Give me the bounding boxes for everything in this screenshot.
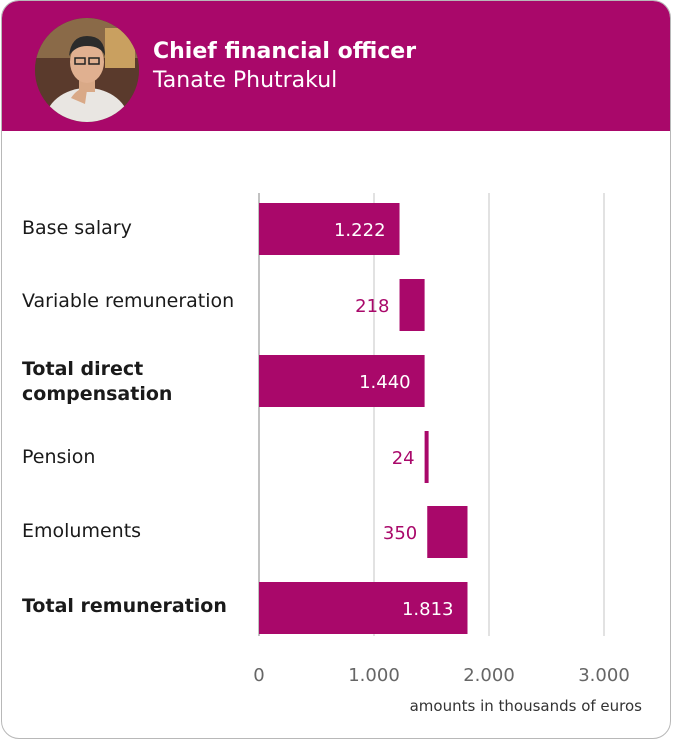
data-label-emoluments: 350: [383, 523, 417, 544]
data-label-total-remuneration: 1.813: [402, 599, 454, 620]
x-tick-label-2: 2.000: [463, 665, 515, 686]
data-label-pension: 24: [392, 448, 415, 469]
bar-variable-remuneration: [399, 279, 425, 331]
chart-x-axis: 0 1.000 2.000 3.000: [253, 665, 629, 686]
category-label-emoluments: Emoluments: [22, 520, 142, 542]
x-tick-label-1: 1.000: [348, 665, 400, 686]
data-label-variable-remuneration: 218: [355, 296, 389, 317]
bar-emoluments: [427, 506, 468, 558]
category-label-total-direct-compensation: Total direct compensation: [22, 358, 173, 405]
chart-gridlines: [258, 193, 605, 636]
bar-pension: [424, 431, 429, 483]
person-name: Tanate Phutrakul: [153, 68, 338, 93]
category-label-pension: Pension: [22, 446, 96, 468]
data-label-total-direct-compensation: 1.440: [359, 372, 411, 393]
chart-bars: 1.222 218 1.440 24 350 1.813: [259, 203, 468, 634]
header-banner: Chief financial officer Tanate Phutrakul: [2, 1, 670, 131]
category-label-total-remuneration: Total remuneration: [22, 595, 227, 617]
bar-total-direct-compensation: [259, 355, 425, 407]
data-label-base-salary: 1.222: [334, 220, 386, 241]
role-title: Chief financial officer: [153, 39, 417, 64]
x-tick-label-0: 0: [253, 665, 264, 686]
bar-total-remuneration: [259, 582, 468, 634]
category-label-variable-remuneration: Variable remuneration: [22, 290, 235, 312]
bar-base-salary: [259, 203, 400, 255]
category-label-base-salary: Base salary: [22, 217, 132, 239]
axis-unit-note: amounts in thousands of euros: [409, 697, 642, 715]
x-tick-label-3: 3.000: [578, 665, 630, 686]
